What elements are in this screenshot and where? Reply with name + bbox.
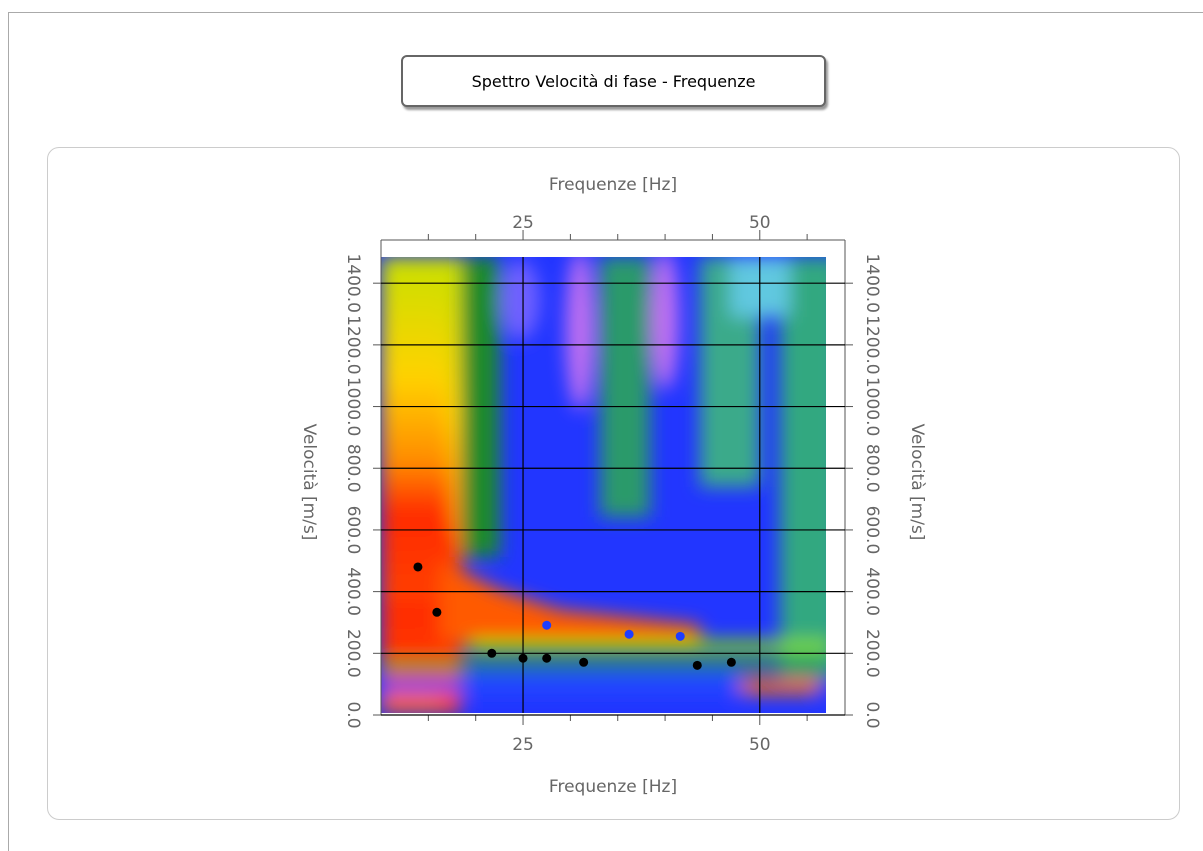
y-tick-label: 200.0 <box>343 629 363 678</box>
y-tick-label: 800.0 <box>862 444 882 493</box>
y-axis-title-right: Velocità [m/s] <box>907 424 927 541</box>
y-tick-label: 600.0 <box>862 506 882 555</box>
point <box>692 660 702 670</box>
y-tick-label: 1400.0 <box>343 253 363 312</box>
point <box>487 648 497 658</box>
x-axis-title-bottom: Frequenze [Hz] <box>549 777 677 797</box>
y-tick-label: 200.0 <box>862 629 882 678</box>
point <box>542 620 552 630</box>
x-tick-label: 25 <box>512 213 534 233</box>
point <box>726 657 736 667</box>
y-tick-label: 600.0 <box>343 506 363 555</box>
point <box>624 629 634 639</box>
point <box>432 607 442 617</box>
x-tick-label: 50 <box>749 735 771 755</box>
chart-panel <box>47 147 1180 820</box>
y-tick-label: 800.0 <box>343 444 363 493</box>
heatmap <box>381 257 826 713</box>
point <box>675 631 685 641</box>
y-tick-label: 1000.0 <box>343 377 363 436</box>
y-tick-label: 0.0 <box>862 701 882 728</box>
point <box>518 653 528 663</box>
point <box>542 653 552 663</box>
y-axis-title-left: Velocità [m/s] <box>299 424 319 541</box>
window <box>8 12 1203 851</box>
x-axis-title-top: Frequenze [Hz] <box>549 175 677 195</box>
y-tick-label: 1200.0 <box>862 315 882 374</box>
point <box>579 657 589 667</box>
x-tick-label: 25 <box>512 735 534 755</box>
y-tick-label: 400.0 <box>343 567 363 616</box>
y-tick-label: 400.0 <box>862 567 882 616</box>
title-button[interactable]: Spettro Velocità di fase - Frequenze <box>401 55 826 107</box>
y-tick-label: 1000.0 <box>862 377 882 436</box>
x-tick-label: 50 <box>749 213 771 233</box>
y-tick-label: 1200.0 <box>343 315 363 374</box>
y-tick-label: 1400.0 <box>862 253 882 312</box>
point <box>413 562 423 572</box>
y-tick-label: 0.0 <box>343 701 363 728</box>
